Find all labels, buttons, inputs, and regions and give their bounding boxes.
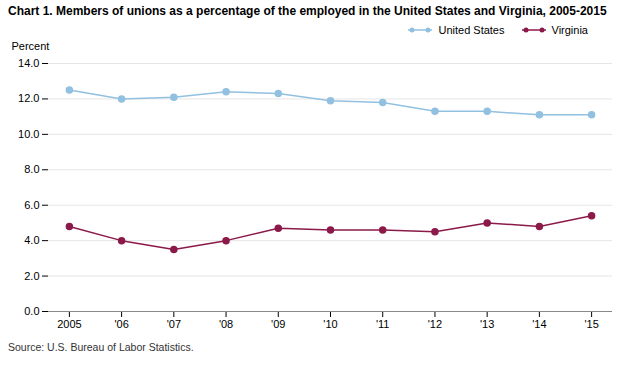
svg-text:10.0: 10.0 (18, 128, 39, 140)
svg-text:'07: '07 (167, 318, 181, 330)
svg-text:'15: '15 (584, 318, 598, 330)
svg-text:'13: '13 (480, 318, 494, 330)
svg-text:'08: '08 (219, 318, 233, 330)
svg-text:'14: '14 (532, 318, 546, 330)
svg-text:0.0: 0.0 (24, 305, 39, 317)
svg-text:8.0: 8.0 (24, 163, 39, 175)
html-text:Source: U.S. Bureau of Labor S: Source: U.S. Bureau of Labor Statistics. (8, 341, 194, 353)
svg-text:4.0: 4.0 (24, 234, 39, 246)
svg-text:'12: '12 (428, 318, 442, 330)
svg-text:'11: '11 (376, 318, 390, 330)
svg-text:'09: '09 (271, 318, 285, 330)
html-text:Chart 1. Members of unions as: Chart 1. Members of unions as a percenta… (8, 4, 607, 18)
html-text:Virginia: Virginia (551, 24, 588, 36)
svg-text:2005: 2005 (57, 318, 81, 330)
svg-text:6.0: 6.0 (24, 199, 39, 211)
svg-text:2.0: 2.0 (24, 270, 39, 282)
html-text:United States: United States (438, 24, 505, 36)
svg-text:12.0: 12.0 (18, 92, 39, 104)
svg-text:'10: '10 (323, 318, 337, 330)
svg-text:14.0: 14.0 (18, 57, 39, 69)
svg-text:Percent: Percent (12, 40, 50, 52)
svg-text:'06: '06 (114, 318, 128, 330)
